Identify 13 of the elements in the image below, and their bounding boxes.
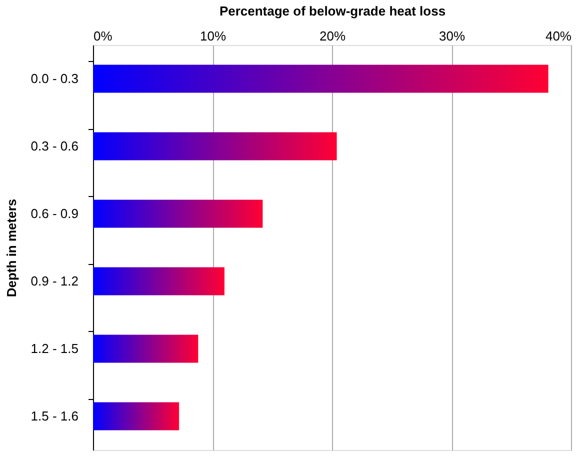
x-tick-label: 40%: [545, 28, 572, 44]
y-tick-label: 1.2 - 1.5: [30, 340, 78, 356]
y-tick-label: 0.0 - 0.3: [30, 70, 78, 86]
x-axis-title: Percentage of below-grade heat loss: [219, 4, 446, 18]
y-tick-label: 0.9 - 1.2: [30, 273, 78, 288]
y-tick-label: 0.3 - 0.6: [30, 138, 78, 154]
y-axis-title: Depth in meters: [4, 198, 19, 298]
x-tick-label: 30%: [438, 28, 466, 44]
x-tick-label: 0%: [94, 28, 113, 44]
x-tick-label: 10%: [200, 28, 226, 44]
y-tick-label: 0.6 - 0.9: [30, 206, 78, 221]
x-tick-label: 20%: [319, 28, 346, 44]
y-tick-label: 1.5 - 1.6: [30, 408, 78, 424]
